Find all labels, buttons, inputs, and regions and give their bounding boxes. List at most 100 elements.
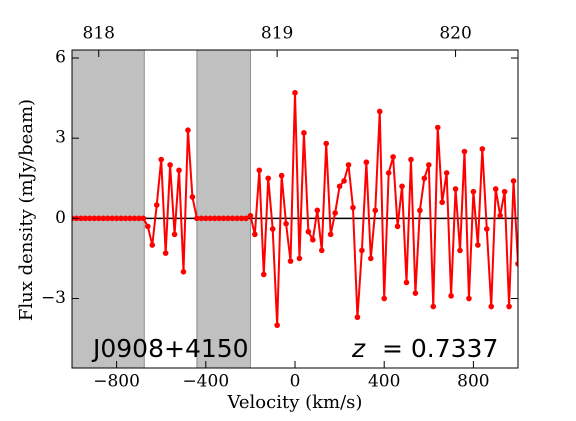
- point: [292, 89, 298, 96]
- point: [368, 255, 374, 262]
- y-tick-label: −3: [41, 288, 66, 308]
- point: [100, 215, 107, 222]
- point: [336, 183, 343, 190]
- y-tick-label: 0: [55, 208, 66, 228]
- point: [359, 247, 365, 254]
- point: [341, 178, 347, 184]
- point: [127, 215, 133, 222]
- point: [140, 215, 147, 222]
- point: [194, 215, 200, 222]
- x-tick-label: −800: [93, 372, 140, 392]
- point: [408, 156, 414, 163]
- point: [265, 175, 272, 182]
- point: [171, 231, 178, 238]
- point: [488, 303, 495, 310]
- point: [247, 212, 254, 219]
- point: [256, 167, 263, 174]
- point: [376, 108, 383, 115]
- point: [434, 124, 441, 131]
- point: [483, 226, 490, 232]
- point: [243, 215, 249, 222]
- point: [296, 255, 303, 262]
- point: [180, 268, 187, 275]
- point: [394, 223, 401, 230]
- point: [278, 172, 285, 179]
- point: [492, 186, 499, 192]
- point: [158, 156, 164, 163]
- point: [443, 170, 450, 176]
- point: [207, 215, 214, 222]
- point: [475, 242, 481, 248]
- point: [131, 215, 138, 222]
- x-tick-label: 0: [290, 372, 301, 392]
- point: [381, 295, 388, 302]
- point: [216, 215, 222, 222]
- shaded-region: [196, 49, 251, 369]
- point: [510, 178, 517, 184]
- y-axis-label: Flux density (mJy/beam): [16, 99, 37, 321]
- point: [345, 162, 352, 168]
- y-tick-label: 3: [55, 128, 66, 148]
- point: [153, 202, 160, 208]
- point: [238, 215, 245, 222]
- point: [327, 231, 334, 238]
- redshift: = 0.7337: [382, 334, 498, 363]
- point: [466, 295, 472, 302]
- point: [314, 207, 321, 214]
- source-name: J0908+4150: [91, 334, 249, 363]
- point: [385, 170, 392, 176]
- point: [457, 247, 463, 254]
- point: [332, 210, 338, 216]
- x2-tick-label: 819: [261, 24, 293, 44]
- point: [497, 212, 503, 219]
- point: [403, 279, 410, 286]
- point: [149, 242, 156, 248]
- point: [390, 154, 396, 160]
- point: [91, 215, 98, 222]
- point: [318, 247, 325, 254]
- shaded-region: [71, 49, 145, 369]
- point: [430, 303, 437, 310]
- point: [189, 194, 196, 200]
- point: [104, 215, 111, 222]
- point: [412, 290, 419, 296]
- point: [350, 204, 356, 211]
- point: [452, 186, 459, 192]
- redshift-symbol: z: [351, 334, 366, 363]
- point: [145, 223, 151, 230]
- point: [448, 293, 454, 299]
- x-axis-label: Velocity (km/s): [227, 392, 363, 413]
- point: [87, 215, 93, 222]
- point: [399, 183, 405, 190]
- point: [162, 250, 169, 256]
- point: [220, 215, 227, 222]
- point: [287, 258, 294, 264]
- point: [470, 188, 477, 195]
- point: [269, 226, 276, 232]
- point: [421, 175, 428, 182]
- point: [363, 159, 370, 166]
- point: [78, 215, 84, 222]
- point: [109, 215, 115, 222]
- point: [501, 188, 508, 195]
- point: [113, 215, 120, 222]
- y-tick-label: 6: [55, 48, 66, 68]
- point: [118, 215, 124, 222]
- point: [506, 303, 512, 310]
- point: [479, 146, 486, 152]
- point: [176, 167, 182, 174]
- point: [198, 215, 205, 222]
- point: [225, 215, 231, 222]
- point: [95, 215, 102, 222]
- point: [167, 162, 173, 168]
- point: [310, 236, 316, 243]
- point: [252, 231, 258, 238]
- point: [283, 220, 289, 227]
- point: [136, 215, 142, 222]
- point: [203, 215, 209, 222]
- point: [211, 215, 218, 222]
- point: [82, 215, 89, 222]
- x-tick-label: 400: [368, 372, 400, 392]
- point: [426, 162, 432, 168]
